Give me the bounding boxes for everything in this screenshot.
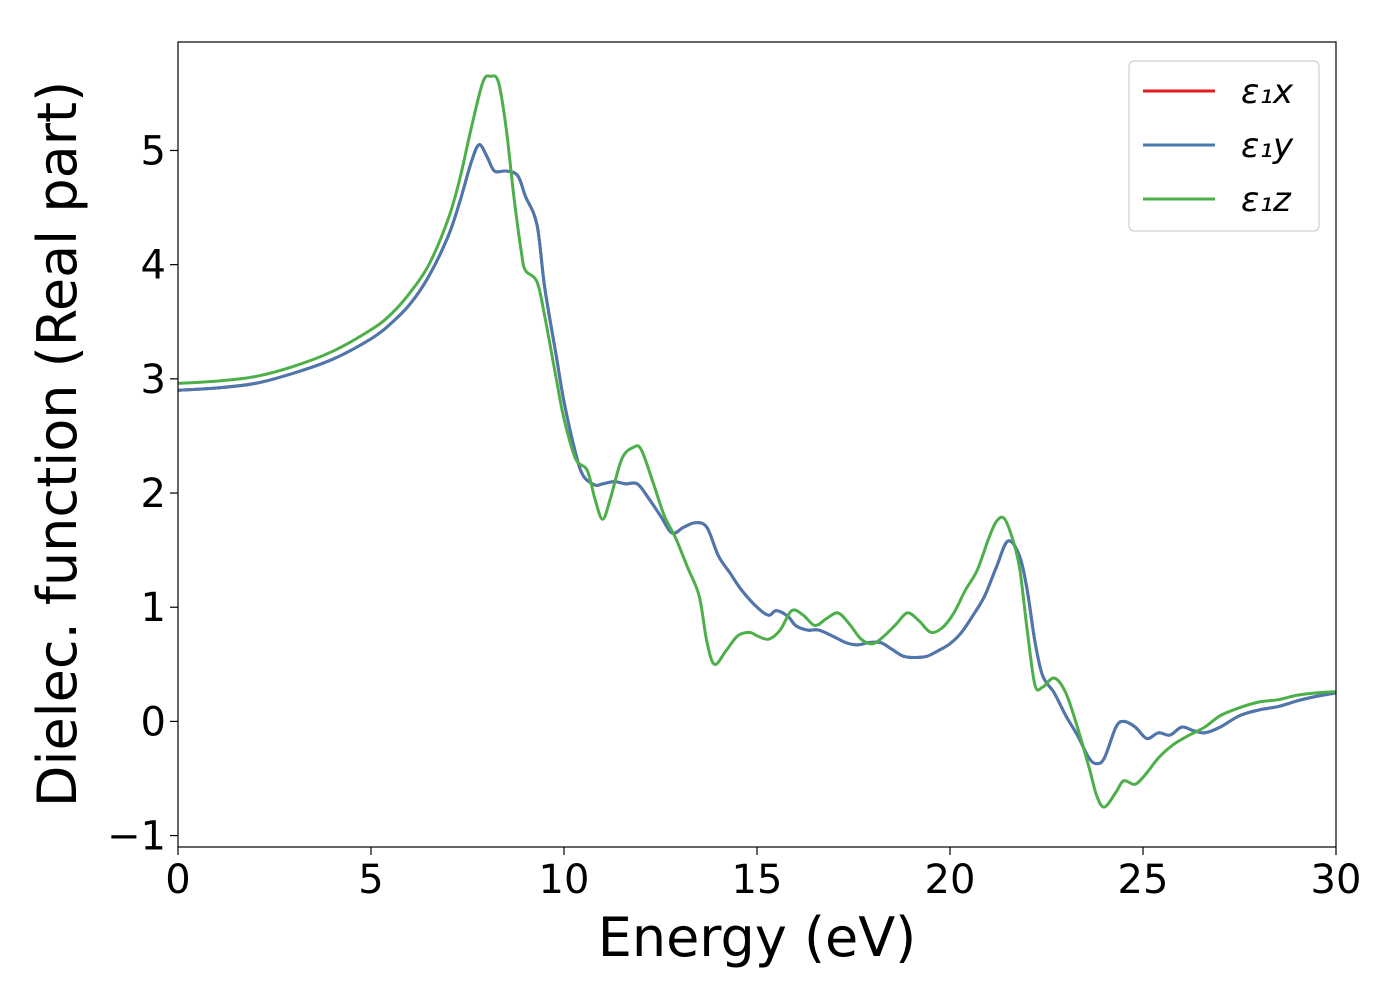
y-axis: −1 0 1 2 3 4 5 xyxy=(107,128,178,860)
x-axis: 0 5 10 15 20 25 30 xyxy=(165,847,1361,903)
series-line-3 xyxy=(178,74,1336,809)
y-tick-label: 1 xyxy=(141,585,166,631)
x-tick-label: 25 xyxy=(1118,857,1169,903)
legend: ε₁x ε₁y ε₁z xyxy=(1128,60,1320,232)
y-tick-label: 2 xyxy=(141,471,166,517)
y-tick-label: 5 xyxy=(141,128,166,174)
legend-label-1: ε₁x xyxy=(1241,72,1294,112)
x-tick-label: 0 xyxy=(165,857,190,903)
series-layer xyxy=(178,74,1336,809)
x-tick-label: 5 xyxy=(358,857,383,903)
y-tick-label: 3 xyxy=(141,357,166,403)
y-tick-label: 4 xyxy=(141,243,166,289)
x-tick-label: 30 xyxy=(1311,857,1362,903)
legend-label-3: ε₁z xyxy=(1241,180,1292,220)
series-line-2 xyxy=(178,143,1336,766)
y-axis-label: Dielec. function (Real part) xyxy=(26,81,89,807)
legend-label-2: ε₁y xyxy=(1241,126,1294,166)
x-axis-label: Energy (eV) xyxy=(598,906,917,969)
legend-box xyxy=(1128,60,1320,232)
x-tick-label: 10 xyxy=(539,857,590,903)
y-tick-label: 0 xyxy=(141,699,166,745)
y-tick-label: −1 xyxy=(107,814,166,860)
x-tick-label: 20 xyxy=(925,857,976,903)
x-tick-label: 15 xyxy=(732,857,783,903)
